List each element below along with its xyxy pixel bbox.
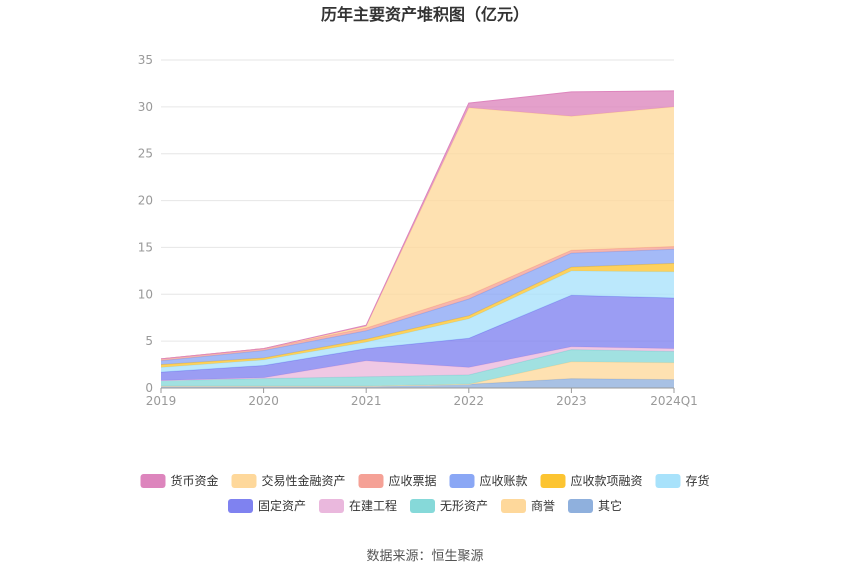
y-tick-label: 30	[138, 100, 153, 114]
legend-item[interactable]: 应收账款	[449, 473, 528, 488]
legend-label: 在建工程	[349, 498, 397, 513]
y-tick-label: 5	[145, 334, 153, 348]
legend-item[interactable]: 应收款项融资	[540, 473, 643, 488]
area-在建工程	[161, 346, 674, 381]
legend-label: 应收账款	[480, 473, 528, 488]
legend-label: 固定资产	[258, 498, 306, 513]
area-line-货币资金	[160, 90, 675, 360]
legend-swatch	[358, 474, 384, 488]
legend-item[interactable]: 无形资产	[410, 499, 488, 513]
legend-swatch	[228, 499, 253, 513]
legend-item[interactable]: 商誉	[501, 498, 555, 513]
legend-swatch	[449, 474, 475, 488]
y-tick-label: 20	[138, 194, 153, 208]
area-固定资产	[161, 295, 674, 381]
legend-swatch	[231, 474, 257, 488]
legend-item[interactable]: 固定资产	[228, 498, 306, 513]
axes: 0 5 10 15 20 25 30 35 2019 2020 2021 2022 2023 2024Q1	[138, 53, 698, 408]
legend-swatch	[410, 499, 435, 513]
legend-item[interactable]: 应收票据	[358, 473, 437, 488]
legend-label: 货币资金	[171, 473, 219, 488]
area-无形资产	[161, 349, 674, 387]
y-tick-label: 35	[138, 53, 153, 67]
legend-label: 商誉	[531, 498, 555, 513]
x-tick-label: 2023	[556, 394, 587, 408]
legend-swatch	[655, 474, 681, 488]
area-series-group	[160, 90, 675, 388]
area-应收账款	[161, 249, 674, 365]
data-source-note: 数据来源：恒生聚源	[366, 549, 483, 564]
area-其它	[161, 378, 674, 388]
y-tick-label: 25	[138, 147, 153, 161]
legend-item[interactable]: 交易性金融资产	[231, 473, 346, 488]
legend-swatch	[140, 474, 166, 488]
legend-label: 其它	[598, 498, 622, 513]
y-tick-label: 10	[138, 287, 153, 301]
legend-label: 应收票据	[389, 473, 437, 488]
x-tick-label: 2024Q1	[650, 394, 698, 408]
legend-item[interactable]: 其它	[568, 498, 622, 513]
x-tick-label: 2020	[248, 394, 279, 408]
legend-label: 无形资产	[440, 499, 488, 513]
legend-item[interactable]: 在建工程	[319, 498, 397, 513]
x-tick-label: 2019	[146, 394, 177, 408]
x-tick-label: 2022	[454, 394, 485, 408]
y-tick-label: 0	[145, 381, 153, 395]
legend-item[interactable]: 存货	[655, 473, 710, 488]
y-tick-label: 15	[138, 240, 153, 254]
area-存货	[161, 270, 674, 373]
chart-title: 历年主要资产堆积图（亿元）	[321, 5, 529, 24]
legend-swatch	[568, 499, 593, 513]
legend-swatch	[319, 499, 344, 513]
legend-label: 交易性金融资产	[262, 473, 346, 488]
legend-swatch	[540, 474, 566, 488]
legend-swatch	[501, 499, 526, 513]
legend-label: 应收款项融资	[571, 473, 643, 488]
legend-item[interactable]: 货币资金	[140, 473, 219, 488]
area-交易性金融资产	[161, 106, 674, 359]
legend-label: 存货	[686, 473, 710, 488]
x-tick-label: 2021	[351, 394, 382, 408]
